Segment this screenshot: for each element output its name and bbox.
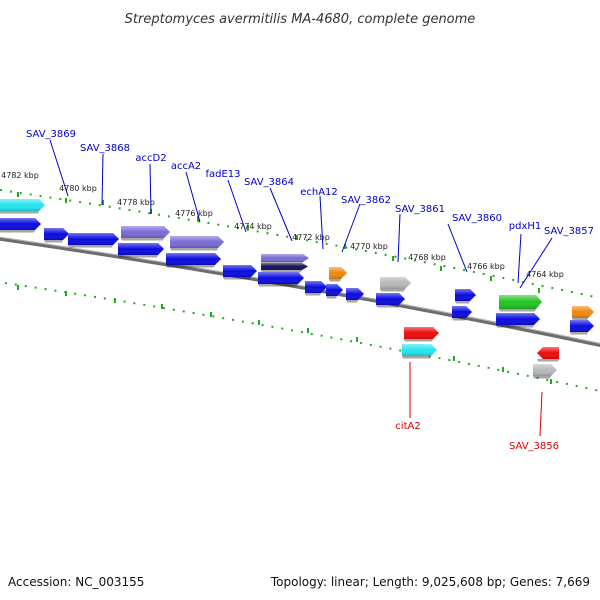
scale-tick <box>114 298 116 303</box>
scale-tick <box>102 200 104 205</box>
scale-tick <box>247 225 249 230</box>
gene-label[interactable]: SAV_3862 <box>341 195 391 206</box>
scale-tick <box>258 320 260 325</box>
scale-tick <box>161 304 163 309</box>
gene-lavender-sav3864[interactable] <box>261 254 309 265</box>
gene-leader-line <box>185 171 201 223</box>
gene-orange-sav3857[interactable] <box>572 306 594 321</box>
scale-tick <box>344 244 346 249</box>
gene-blue-3[interactable] <box>68 233 119 248</box>
gene-leader-line <box>227 179 247 233</box>
scale-tick <box>17 285 19 290</box>
accession-text: Accession: NC_003155 <box>8 575 144 589</box>
gene-blue-2[interactable] <box>44 228 69 243</box>
gene-label[interactable]: SAV_3868 <box>80 143 130 154</box>
scale-tick <box>538 288 540 293</box>
scale-kbp-label: 4778 kbp <box>117 198 155 207</box>
gene-blue-6[interactable] <box>223 265 257 280</box>
scale-kbp-label: 4768 kbp <box>408 253 446 262</box>
scale-tick <box>296 235 298 240</box>
gene-leader-line <box>397 213 401 263</box>
gene-blue-8[interactable] <box>305 281 327 296</box>
gene-blue-sav3860[interactable] <box>455 289 476 304</box>
scale-tick <box>440 266 442 271</box>
gene-leader-line <box>519 237 553 289</box>
scale-tick <box>453 356 455 361</box>
gene-orange-echa12[interactable] <box>329 267 347 282</box>
scale-kbp-label: 4772 kbp <box>292 233 330 242</box>
gene-blue-14[interactable] <box>570 320 594 335</box>
gene-blue-13[interactable] <box>496 313 540 328</box>
chromosome-backbone <box>0 236 600 347</box>
scale-tick <box>17 192 19 197</box>
scale-tick <box>65 198 67 203</box>
gene-blue-1[interactable] <box>0 218 41 233</box>
gene-leader-line <box>49 139 69 197</box>
scale-track-bottom <box>4 282 600 392</box>
gene-blue-10[interactable] <box>346 288 364 303</box>
gene-lavender-acca2[interactable] <box>170 236 224 251</box>
scale-kbp-label: 4780 kbp <box>59 184 97 193</box>
gene-blue-9[interactable] <box>326 284 343 299</box>
gene-label[interactable]: SAV_3869 <box>26 129 76 140</box>
gene-label[interactable]: SAV_3857 <box>544 226 594 237</box>
scale-tick <box>356 337 358 342</box>
scale-tick <box>392 256 394 261</box>
gene-blue-5[interactable] <box>166 253 221 268</box>
gene-label[interactable]: accD2 <box>135 153 166 164</box>
scale-kbp-label: 4782 kbp <box>1 171 39 180</box>
scale-tick <box>490 276 492 281</box>
gene-leader-line <box>517 233 522 284</box>
gene-label[interactable]: SAV_3856 <box>509 441 559 452</box>
gene-label[interactable]: SAV_3860 <box>452 213 502 224</box>
gene-blue-4[interactable] <box>118 243 164 258</box>
gene-label[interactable]: SAV_3864 <box>244 177 294 188</box>
genome-title: Streptomyces avermitilis MA-4680, comple… <box>125 12 476 27</box>
gene-lavender-accd2[interactable] <box>121 226 170 241</box>
gene-label[interactable]: pdxH1 <box>509 221 542 232</box>
gene-cyan-left[interactable] <box>0 199 45 214</box>
scale-kbp-label: 4774 kbp <box>234 222 272 231</box>
gene-gray-sav3861[interactable] <box>380 277 411 292</box>
scale-tick <box>307 328 309 333</box>
gene-red-sav3856[interactable] <box>537 347 559 362</box>
scale-tick <box>550 379 552 384</box>
gene-leader-line <box>101 153 104 206</box>
gene-blue-12[interactable] <box>452 306 472 321</box>
gene-leader-line <box>319 195 324 250</box>
scale-kbp-label: 4766 kbp <box>467 262 505 271</box>
scale-kbp-label: 4776 kbp <box>175 209 213 218</box>
gene-blue-7[interactable] <box>258 272 304 287</box>
scale-tick <box>197 216 199 221</box>
gene-green-pdxh1[interactable] <box>499 295 542 312</box>
gene-label[interactable]: fadE13 <box>205 169 240 180</box>
gene-leader-line <box>447 223 468 273</box>
scale-kbp-label: 4770 kbp <box>350 242 388 251</box>
genome-summary-text: Topology: linear; Length: 9,025,608 bp; … <box>270 575 590 589</box>
gene-leader-line <box>341 203 361 253</box>
gene-leader-line <box>269 187 293 242</box>
scale-tick <box>65 291 67 296</box>
gene-leader-line <box>539 391 543 437</box>
gene-gray-sav3856[interactable] <box>533 364 557 379</box>
scale-tick <box>210 312 212 317</box>
gene-cyan-cita2-pair[interactable] <box>402 344 437 359</box>
gene-navy-band[interactable] <box>261 263 308 273</box>
gene-label[interactable]: accA2 <box>171 161 201 172</box>
scale-tick <box>502 367 504 372</box>
gene-label[interactable]: SAV_3861 <box>395 204 445 215</box>
gene-red-cita2[interactable] <box>404 327 439 342</box>
gene-blue-11[interactable] <box>376 293 405 308</box>
gene-leader-line <box>149 163 152 215</box>
gene-label[interactable]: echA12 <box>300 187 338 198</box>
gene-label[interactable]: citA2 <box>395 421 420 432</box>
scale-kbp-label: 4764 kbp <box>526 270 564 279</box>
